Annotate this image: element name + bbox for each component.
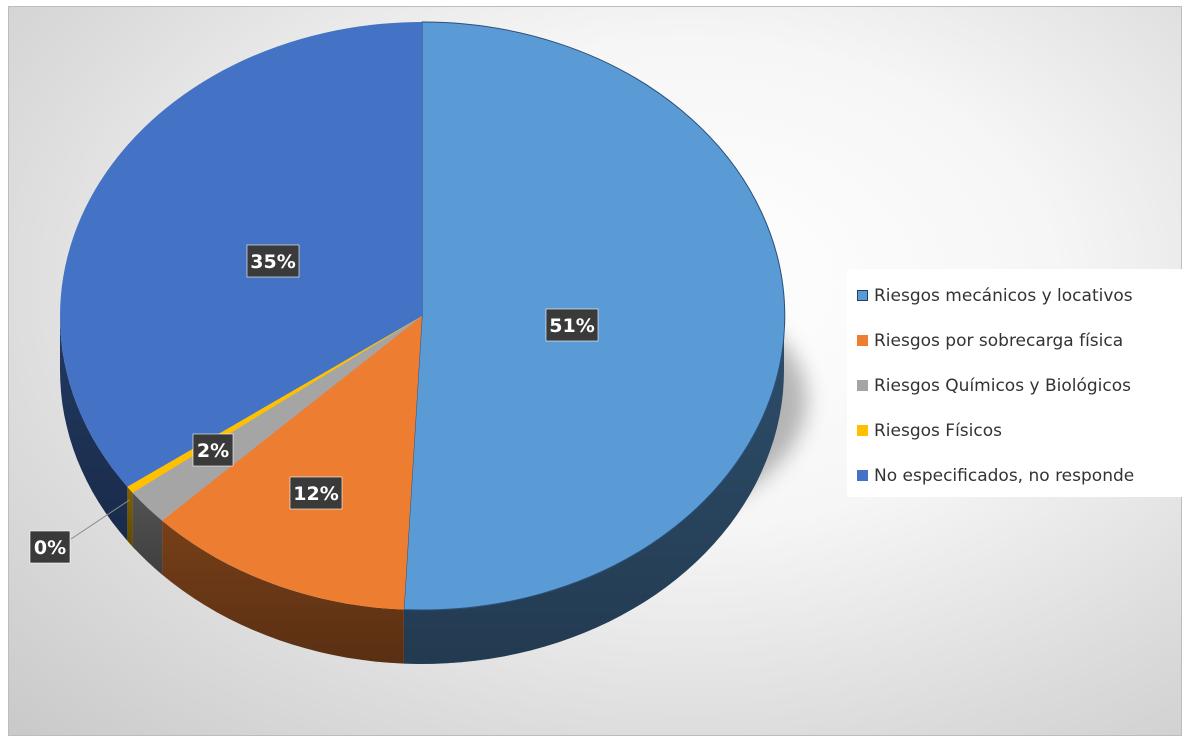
chart-area: 51% 12% 2% 0% 35% Riesgos mecánicos y locati… [8, 6, 1183, 736]
pie-chart: 51% 12% 2% 0% 35% [29, 21, 807, 664]
data-label-text: 35% [250, 251, 295, 273]
data-label: 12% [289, 476, 343, 510]
legend-item: Riesgos mecánicos y locativos [857, 273, 1183, 318]
data-label-box [192, 433, 234, 467]
legend-swatch [857, 425, 868, 436]
pie-slice-side-shade [403, 316, 784, 664]
legend-swatch [857, 380, 868, 391]
data-label-text: 12% [293, 483, 338, 505]
data-label-text: 51% [549, 315, 594, 337]
legend-item: Riesgos por sobrecarga física [857, 318, 1183, 363]
pie-slice [132, 316, 422, 521]
chart-legend: Riesgos mecánicos y locativos Riesgos po… [847, 269, 1183, 497]
data-label-box [29, 530, 71, 564]
legend-label: Riesgos Químicos y Biológicos [874, 375, 1131, 396]
pie-slice-side-shade [132, 492, 163, 575]
pie-slice [162, 316, 422, 610]
pie-slice-side-shade [162, 520, 404, 664]
data-label-text: 2% [197, 440, 229, 462]
data-label: 2% [192, 433, 234, 467]
legend-label: Riesgos mecánicos y locativos [874, 285, 1133, 306]
legend-item: Riesgos Químicos y Biológicos [857, 363, 1183, 408]
legend-label: Riesgos por sobrecarga física [874, 330, 1124, 351]
legend-swatch [857, 290, 868, 301]
pie-slice [60, 22, 423, 487]
legend-label: Riesgos Físicos [874, 420, 1002, 441]
data-label-box [545, 308, 599, 342]
leader-line [70, 499, 131, 540]
legend-label: No especificados, no responde [874, 465, 1135, 486]
legend-swatch [857, 335, 868, 346]
pie-slice-side-shade [60, 316, 128, 541]
pie-slice-side-shade [127, 486, 133, 547]
data-label: 35% [246, 244, 300, 278]
legend-item: Riesgos Físicos [857, 408, 1183, 453]
data-label-box [246, 244, 300, 278]
legend-item: No especificados, no responde [857, 453, 1183, 498]
legend-swatch [857, 470, 868, 481]
data-label: 51% [545, 308, 599, 342]
data-label-box [289, 476, 343, 510]
data-label-text: 0% [34, 537, 66, 559]
data-label: 0% [29, 530, 71, 564]
